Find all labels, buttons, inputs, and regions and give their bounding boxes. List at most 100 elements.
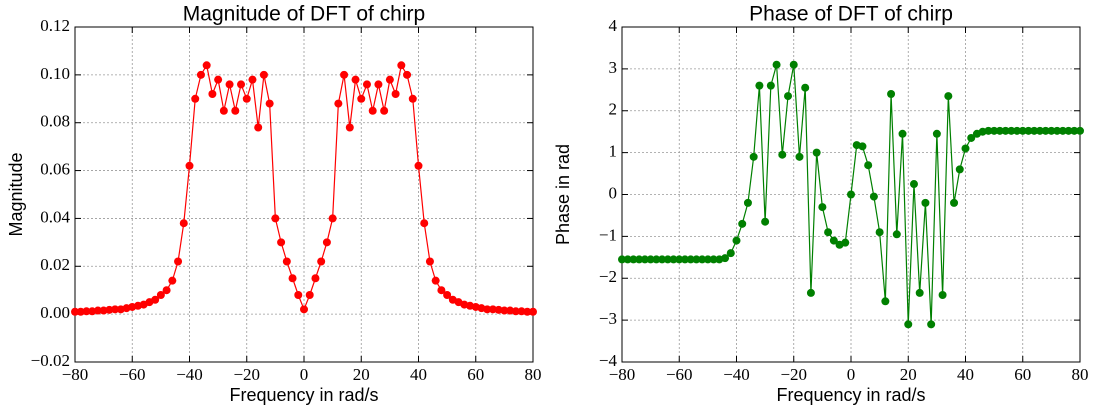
data-point	[898, 129, 907, 138]
data-point	[76, 307, 85, 316]
data-point	[938, 291, 947, 299]
data-point	[380, 106, 389, 115]
data-point	[105, 305, 114, 314]
data-point	[1035, 126, 1044, 135]
data-point	[1030, 126, 1039, 135]
data-point	[282, 257, 291, 266]
data-point	[242, 94, 251, 103]
y-tick-label: 0.00	[40, 303, 70, 322]
data-point	[829, 236, 838, 245]
x-tick-label: −60	[666, 365, 693, 384]
data-point	[652, 255, 661, 264]
data-point	[801, 83, 810, 92]
y-axis-label: Phase in rad	[553, 144, 573, 245]
data-point	[1070, 126, 1079, 135]
data-point	[1058, 126, 1067, 135]
chart-title: Phase of DFT of chirp	[749, 3, 953, 26]
data-point	[629, 255, 638, 264]
data-point	[334, 99, 343, 108]
plot-frame	[74, 26, 534, 363]
data-point	[408, 94, 417, 103]
data-point	[374, 80, 383, 89]
data-point	[196, 70, 205, 79]
subplot: −80 −60 −40 −20 0 20 40 60 80 −0.02 0.00 0.02 0.04 0.…	[6, 3, 542, 405]
x-tick-label: −40	[176, 365, 203, 384]
data-point	[277, 238, 286, 247]
data-point	[635, 255, 644, 264]
x-axis-label: Frequency in rad/s	[776, 385, 925, 405]
data-point	[646, 255, 655, 264]
data-point	[1041, 126, 1050, 135]
data-point	[179, 219, 188, 228]
x-tick-label: 20	[353, 365, 370, 384]
data-point	[208, 90, 217, 98]
y-tick-label: −4	[599, 351, 618, 370]
data-point	[483, 305, 492, 314]
data-point	[362, 80, 371, 89]
data-point	[640, 255, 649, 264]
data-point	[755, 81, 764, 90]
y-tick-label: 0	[609, 183, 618, 202]
data-point	[254, 123, 263, 132]
data-point	[909, 180, 918, 189]
plot-frame	[621, 26, 1081, 363]
data-point	[772, 60, 781, 69]
data-point	[698, 255, 707, 264]
data-point	[726, 249, 735, 258]
data-point	[151, 295, 160, 304]
data-point	[500, 306, 509, 315]
data-point	[680, 255, 689, 264]
x-tick-label: 0	[847, 365, 856, 384]
data-point	[766, 81, 775, 90]
data-point	[294, 291, 303, 299]
data-point	[669, 255, 678, 264]
data-point	[869, 192, 878, 201]
data-point	[271, 214, 280, 223]
data-point	[403, 70, 412, 79]
data-point	[881, 297, 890, 306]
data-point	[703, 255, 712, 264]
data-point	[191, 94, 200, 103]
data-point	[663, 255, 672, 264]
data-point	[1007, 126, 1016, 135]
data-point	[174, 257, 183, 266]
data-point	[1064, 126, 1073, 135]
subplot: −80 −60 −40 −20 0 20 40 60 80 −4 −3 −2 −1 0 1 2 3 4 Phase …	[553, 3, 1089, 405]
data-point	[82, 307, 91, 316]
y-tick-label: 4	[609, 16, 618, 35]
data-point	[1024, 126, 1033, 135]
data-point	[368, 106, 377, 115]
data-point	[921, 198, 930, 207]
data-point	[904, 320, 913, 329]
data-point	[1076, 126, 1084, 135]
chart-title: Magnitude of DFT of chirp	[183, 3, 425, 26]
data-point	[420, 219, 429, 228]
x-tick-label: 40	[410, 365, 427, 384]
x-tick-label: −20	[233, 365, 260, 384]
y-tick-label: −1	[599, 225, 617, 244]
data-point	[345, 123, 354, 132]
data-point	[1013, 126, 1022, 135]
y-tick-label: 0.08	[40, 112, 70, 131]
data-point	[288, 274, 297, 283]
data-point	[944, 92, 953, 101]
y-axis-label: Magnitude	[6, 152, 26, 236]
y-tick-label: 0.06	[40, 159, 70, 178]
data-point	[743, 198, 752, 207]
data-point	[818, 203, 827, 212]
data-point	[1047, 126, 1056, 135]
data-point	[892, 230, 901, 239]
data-point	[437, 286, 446, 295]
data-point	[357, 94, 366, 103]
data-point	[795, 152, 804, 161]
data-point	[529, 307, 537, 316]
data-point	[351, 75, 360, 84]
data-point	[340, 70, 349, 79]
data-point	[317, 257, 326, 266]
data-point	[111, 305, 120, 314]
data-point	[385, 75, 394, 84]
x-tick-label: −20	[780, 365, 807, 384]
data-point	[950, 198, 959, 207]
data-point	[692, 255, 701, 264]
